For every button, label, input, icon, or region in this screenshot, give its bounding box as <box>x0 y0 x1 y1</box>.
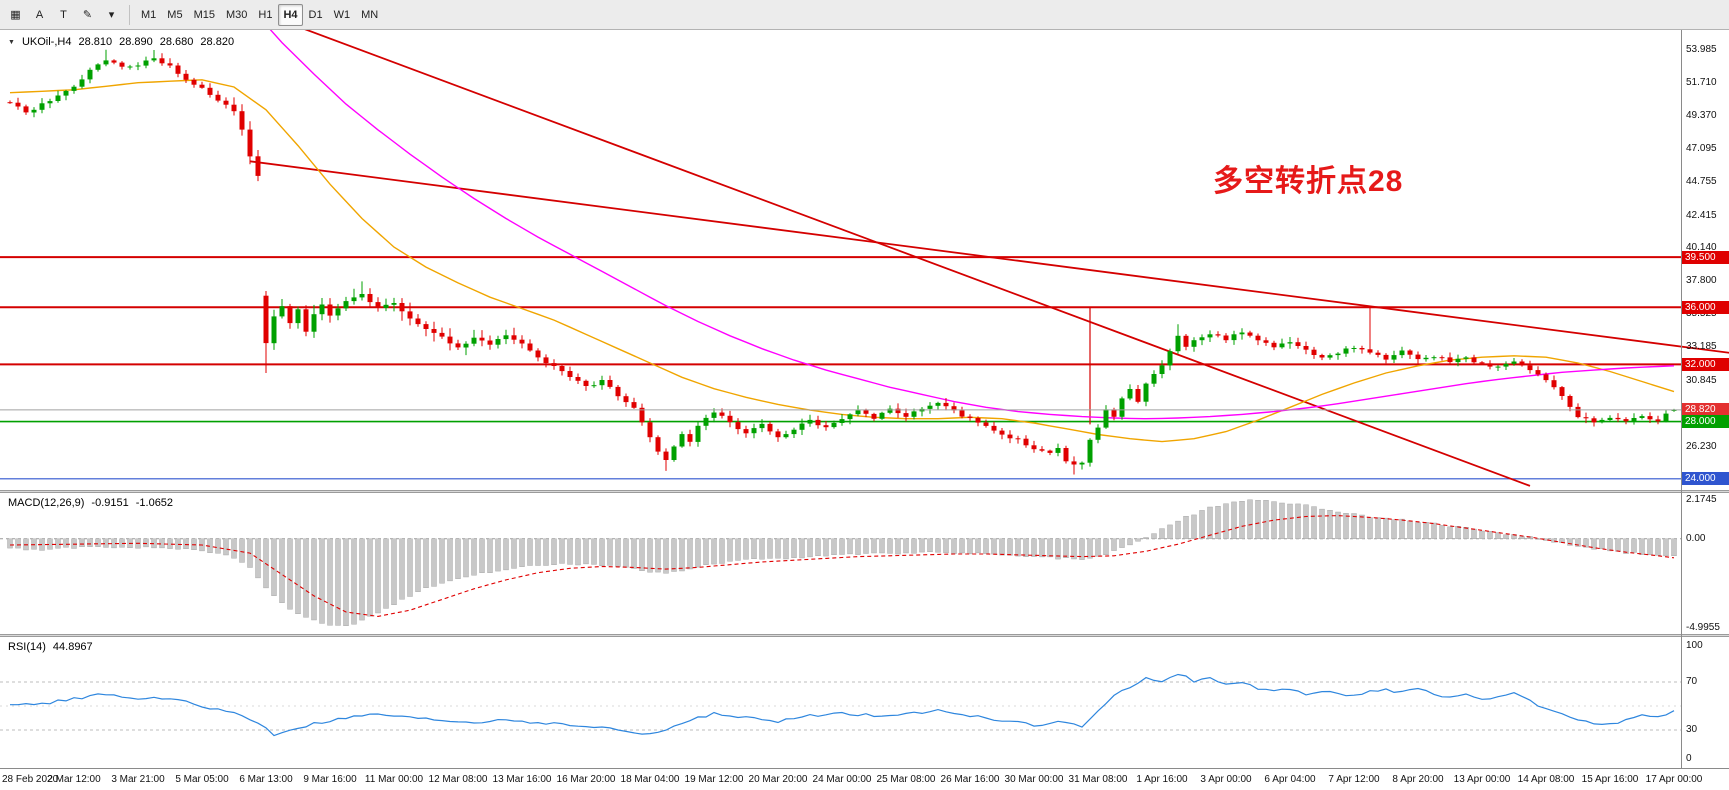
macd-label: MACD(12,26,9) -0.9151 -1.0652 <box>8 497 173 509</box>
price-tick: 42.415 <box>1686 209 1717 221</box>
tool-text-t-button[interactable]: T <box>60 8 67 21</box>
time-label: 24 Mar 00:00 <box>812 774 872 785</box>
price-tick: 33.185 <box>1686 341 1717 353</box>
ohlc-high: 28.890 <box>119 36 153 48</box>
symbol-title: UKOil-,H4 <box>21 36 72 48</box>
price-tick: 26.230 <box>1686 440 1717 452</box>
price-tick: 37.800 <box>1686 275 1717 287</box>
timeframe-m5-button[interactable]: M5 <box>167 8 183 21</box>
time-label: 25 Mar 08:00 <box>876 774 936 785</box>
timeframe-h1-button[interactable]: H1 <box>258 8 273 21</box>
rsi-name: RSI(14) <box>8 641 46 653</box>
time-label: 20 Mar 20:00 <box>748 774 808 785</box>
rsi-value: 44.8967 <box>52 641 93 653</box>
ohlc-close: 28.820 <box>200 36 235 48</box>
panel-separator-rsi[interactable] <box>0 634 1729 637</box>
macd-main-value: -0.9151 <box>91 497 129 509</box>
timeframe-mn-button[interactable]: MN <box>361 8 379 21</box>
scale-separator-line <box>1681 30 1682 768</box>
timeframe-m30-button[interactable]: M30 <box>225 8 248 21</box>
time-label: 3 Mar 21:00 <box>111 774 165 785</box>
rsi-scale-tick: 30 <box>1686 724 1698 735</box>
price-tick: 44.755 <box>1686 176 1717 187</box>
macd-indicator-canvas[interactable] <box>0 493 1729 634</box>
price-chart-canvas[interactable] <box>0 0 1729 490</box>
price-line-badge: 28.820 <box>1682 403 1729 417</box>
price-line-badge: 36.000 <box>1682 300 1729 314</box>
time-label: 18 Mar 04:00 <box>620 774 680 785</box>
time-label: 7 Apr 12:00 <box>1328 774 1380 785</box>
time-label: 12 Mar 08:00 <box>428 774 488 785</box>
time-label: 30 Mar 00:00 <box>1004 774 1064 785</box>
time-label: 19 Mar 12:00 <box>684 774 744 785</box>
ohlc-open: 28.810 <box>78 36 113 48</box>
symbol-header: ▼ UKOil-,H4 28.810 28.890 28.680 28.820 <box>8 36 234 48</box>
price-tick: 53.985 <box>1686 44 1717 55</box>
time-label: 13 Mar 16:00 <box>492 774 552 785</box>
macd-scale-zero: 0.00 <box>1686 532 1706 544</box>
tool-text-label-a-button[interactable]: A <box>35 8 44 21</box>
time-label: 6 Apr 04:00 <box>1264 774 1316 785</box>
timeframe-h4-button[interactable]: H4 <box>278 3 303 26</box>
time-label: 5 Mar 05:00 <box>175 774 229 785</box>
price-line-badge: 39.500 <box>1682 250 1729 264</box>
time-label: 6 Mar 13:00 <box>239 774 293 785</box>
rsi-scale-tick: 100 <box>1686 640 1703 651</box>
chart-collapse-icon[interactable]: ▼ <box>8 38 15 46</box>
price-tick: 51.710 <box>1686 76 1717 88</box>
time-label: 13 Apr 00:00 <box>1453 774 1511 785</box>
macd-signal-value: -1.0652 <box>135 497 174 509</box>
time-label: 2 Mar 12:00 <box>47 774 101 785</box>
time-label: 28 Feb 2020 <box>2 774 59 785</box>
time-label: 8 Apr 20:00 <box>1392 774 1444 785</box>
macd-name: MACD(12,26,9) <box>8 497 85 509</box>
toolbar-separator <box>129 4 130 25</box>
time-label: 26 Mar 16:00 <box>940 774 1000 785</box>
timeframe-d1-button[interactable]: D1 <box>308 8 323 21</box>
ohlc-low: 28.680 <box>159 36 194 48</box>
time-label: 17 Apr 00:00 <box>1645 774 1703 785</box>
rsi-scale-tick: 70 <box>1686 676 1698 687</box>
price-tick: 30.845 <box>1686 374 1717 386</box>
tool-draw-objects-button[interactable]: ✎ <box>82 9 93 21</box>
price-line-badge: 32.000 <box>1682 357 1729 371</box>
timeframe-m1-button[interactable]: M1 <box>141 8 157 21</box>
time-label: 15 Apr 16:00 <box>1581 774 1639 785</box>
price-tick: 40.140 <box>1686 242 1717 253</box>
timeframe-w1-button[interactable]: W1 <box>333 8 351 21</box>
time-label: 16 Mar 20:00 <box>556 774 616 785</box>
rsi-label: RSI(14) 44.8967 <box>8 641 93 653</box>
time-label: 31 Mar 08:00 <box>1068 774 1128 785</box>
time-label: 14 Apr 08:00 <box>1517 774 1575 785</box>
time-label: 3 Apr 00:00 <box>1200 774 1252 785</box>
time-label: 9 Mar 16:00 <box>303 774 357 785</box>
time-axis[interactable]: 28 Feb 2020 2 Mar 12:00 3 Mar 21:00 5 Mar 0… <box>0 768 1729 790</box>
panel-separator-macd[interactable] <box>0 490 1729 493</box>
timeframe-m15-button[interactable]: M15 <box>193 8 215 21</box>
rsi-scale-tick: 0 <box>1686 753 1692 764</box>
tool-chart-grid-button[interactable]: ▦ <box>10 9 21 21</box>
tool-objects-dropdown-button[interactable]: ▾ <box>108 9 115 21</box>
price-line-badge: 28.000 <box>1682 415 1729 429</box>
toolbar-object-tools: ▦ A T ✎ ▾ <box>4 4 123 26</box>
time-label: 1 Apr 16:00 <box>1136 774 1188 785</box>
price-scale[interactable]: 53.985 51.710 49.370 47.095 44.755 42.415 40.1… <box>1682 0 1729 790</box>
macd-scale-max: 2.1745 <box>1686 494 1717 505</box>
toolbar-timeframes: M1 M5 M15 M30 H1 H4 D1 W1 MN <box>136 3 383 26</box>
toolbar: ▦ A T ✎ ▾ M1 M5 M15 M30 H1 H4 D1 W1 MN <box>0 0 1729 30</box>
macd-scale-min: -4.9955 <box>1686 622 1720 633</box>
price-tick: 47.095 <box>1686 142 1717 154</box>
price-line-badge: 24.000 <box>1682 472 1729 486</box>
chart-annotation-text: 多空转折点28 <box>1213 165 1404 198</box>
time-label: 11 Mar 00:00 <box>364 774 424 785</box>
rsi-indicator-canvas[interactable] <box>0 637 1729 768</box>
price-tick: 49.370 <box>1686 110 1717 121</box>
